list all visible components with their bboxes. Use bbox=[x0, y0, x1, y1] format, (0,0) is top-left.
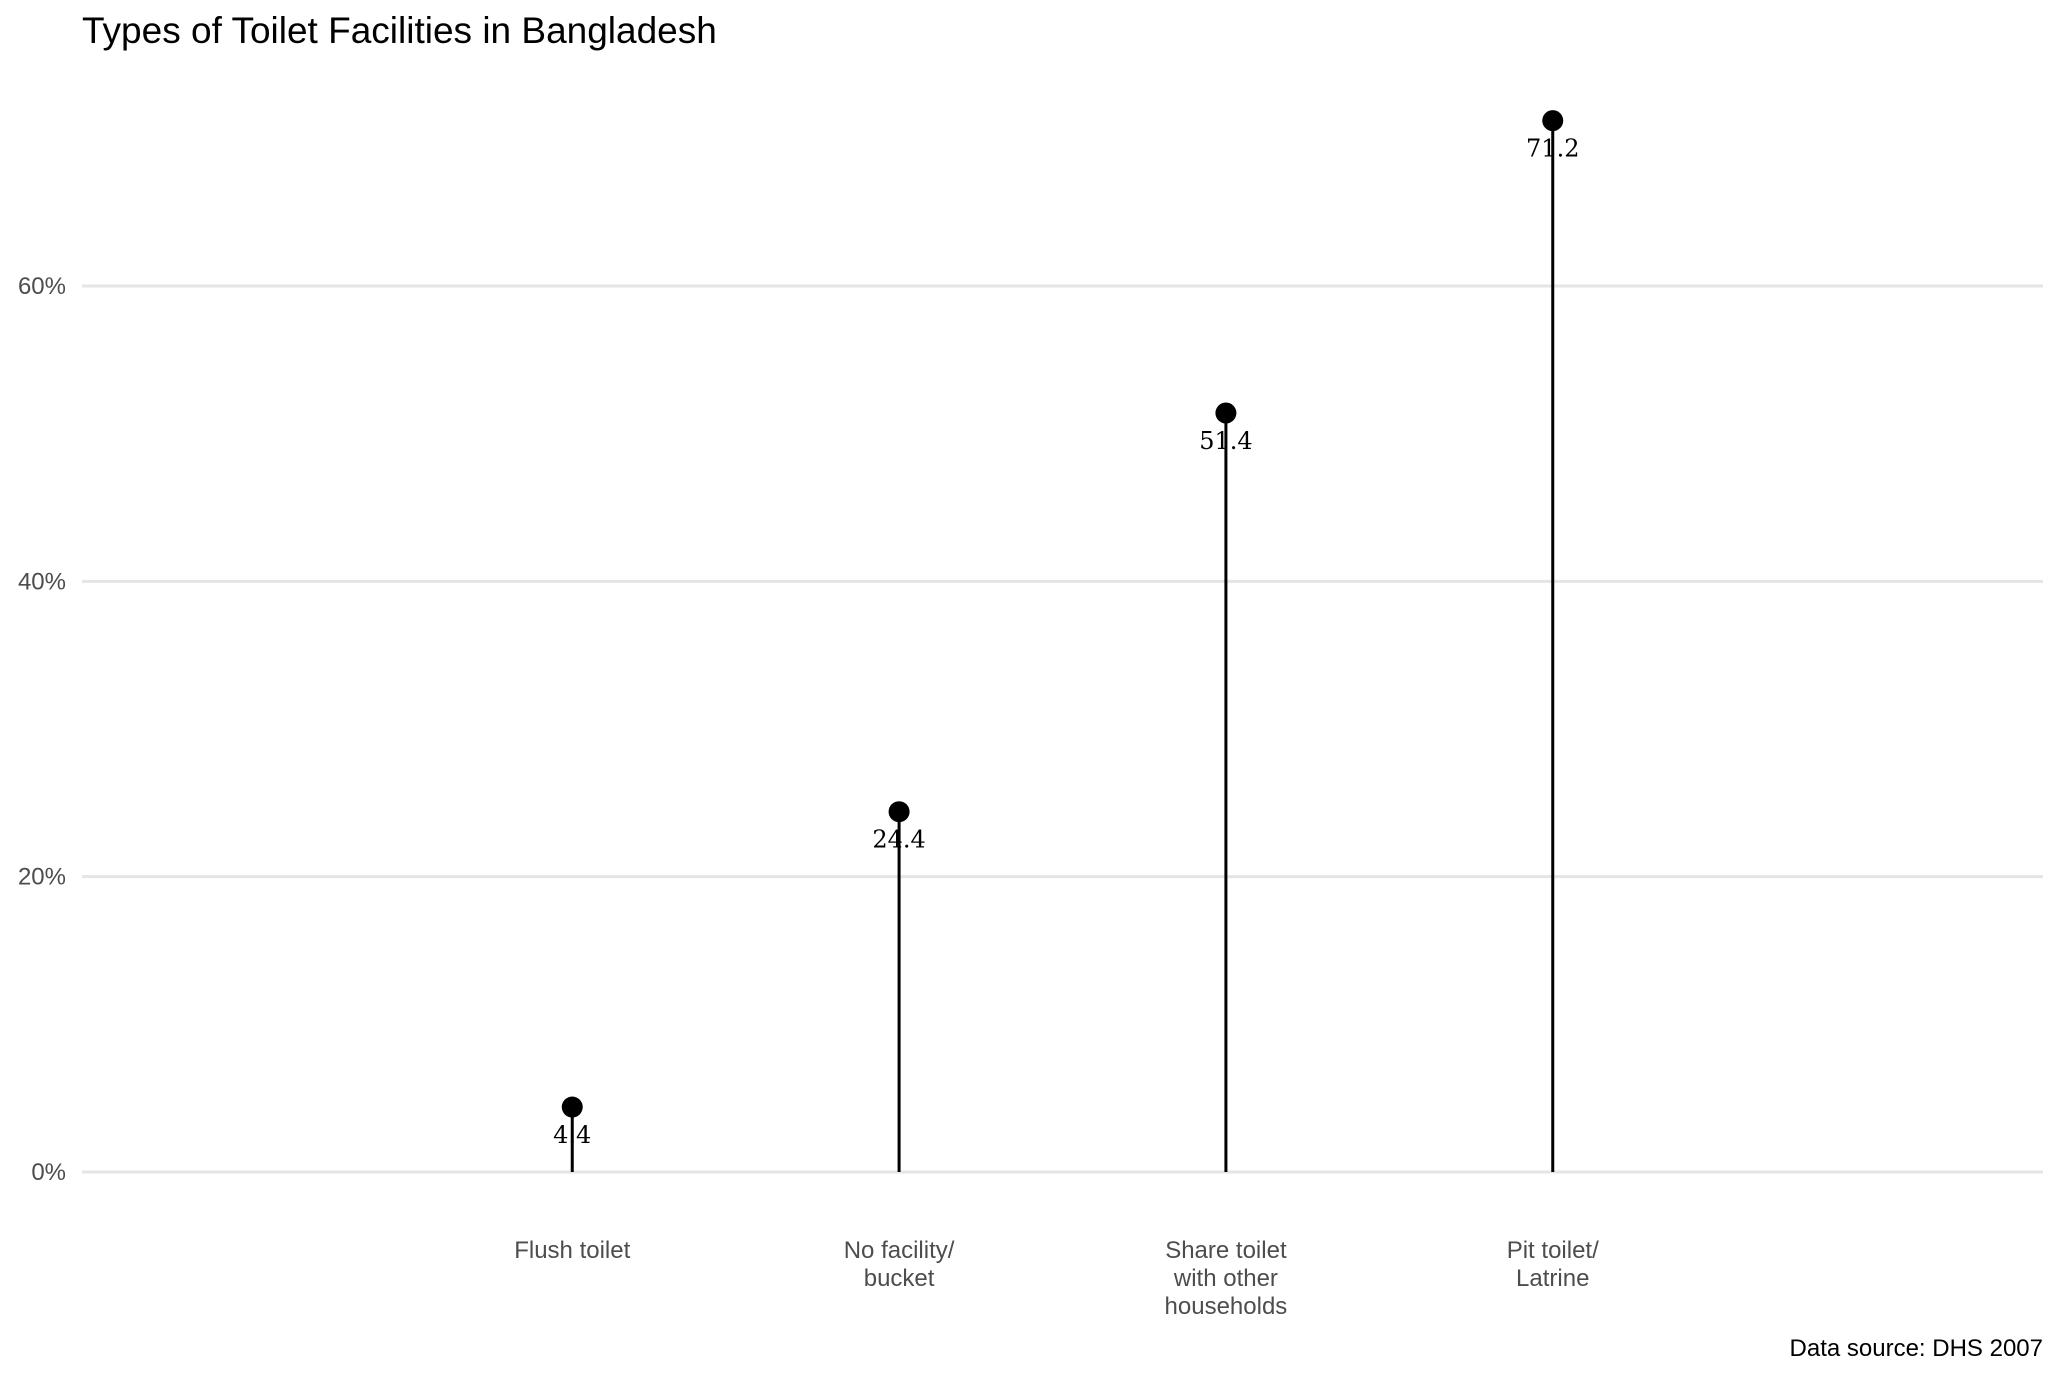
lollipop-point bbox=[561, 1096, 583, 1118]
x-category-label-line: with other bbox=[1173, 1265, 1278, 1292]
x-category-label: Flush toilet bbox=[514, 1237, 630, 1264]
y-tick-label: 40% bbox=[18, 568, 66, 595]
chart-caption: Data source: DHS 2007 bbox=[1790, 1335, 2043, 1362]
x-category-label: Pit toilet/Latrine bbox=[1507, 1237, 1599, 1292]
y-tick-label: 0% bbox=[31, 1159, 66, 1186]
chart-title: Types of Toilet Facilities in Bangladesh bbox=[82, 10, 717, 51]
gridlines bbox=[82, 284, 2043, 1174]
data-labels: 4.4 24.4 51.4 71.2 bbox=[553, 135, 1579, 1149]
x-category-label-line: Pit toilet/ bbox=[1507, 1237, 1599, 1264]
lollipop-point bbox=[1215, 402, 1237, 424]
x-category-label: Share toilet with other households bbox=[1165, 1237, 1288, 1320]
lollipop-marks bbox=[561, 110, 1564, 1172]
x-category-label-line: No facility/ bbox=[844, 1237, 955, 1264]
y-axis-tick-labels: 0% 20% 40% 60% bbox=[18, 273, 66, 1186]
lollipop-point bbox=[1542, 110, 1564, 132]
x-category-label-line: Share toilet bbox=[1165, 1237, 1287, 1264]
x-category-label-line: households bbox=[1165, 1293, 1288, 1320]
x-axis-category-labels: Flush toilet No facility/bucket Share toil… bbox=[514, 1237, 1599, 1320]
data-label: 4.4 bbox=[553, 1121, 591, 1149]
data-label: 24.4 bbox=[872, 826, 925, 854]
data-label: 51.4 bbox=[1199, 427, 1252, 455]
x-category-label-line: Latrine bbox=[1516, 1265, 1589, 1292]
y-tick-label: 60% bbox=[18, 273, 66, 300]
x-category-label-line: Flush toilet bbox=[514, 1237, 630, 1264]
lollipop-point bbox=[888, 801, 910, 823]
x-category-label: No facility/bucket bbox=[844, 1237, 955, 1292]
data-label: 71.2 bbox=[1526, 135, 1579, 163]
x-category-label-line: bucket bbox=[864, 1265, 935, 1292]
y-tick-label: 20% bbox=[18, 864, 66, 891]
